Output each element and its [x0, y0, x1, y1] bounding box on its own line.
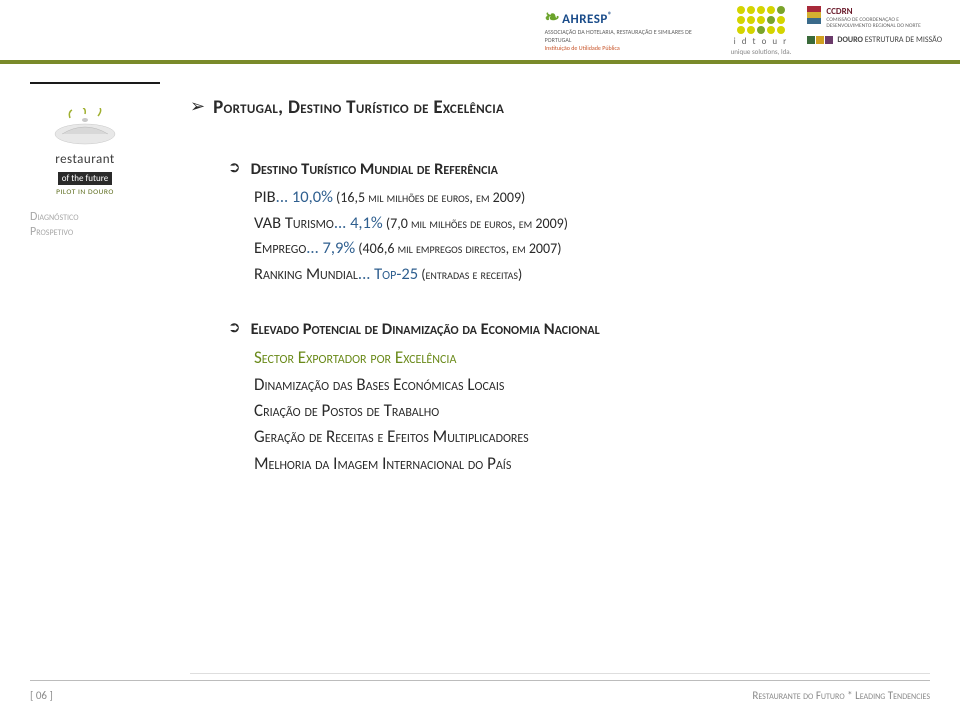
side-label-line1: Diagnóstico	[30, 210, 140, 225]
bullet-1-title: Destino Turístico Mundial de Referência	[251, 159, 498, 179]
sector-line: Geração de Receitas e Efeitos Multiplica…	[254, 424, 920, 450]
footer: [ 06 ] Restaurante do Futuro * Leading T…	[30, 680, 930, 702]
sector-line: Sector Exportador por Excelência	[254, 345, 920, 371]
ccdrn-sub: COMISSÃO DE COORDENAÇÃO EDESENVOLVIMENTO…	[826, 17, 920, 29]
side-logo-restaurant: restaurant of the future PILOT IN DOURO	[30, 108, 140, 197]
idtour-label: i d t o u r	[734, 36, 789, 47]
plate-icon	[50, 108, 120, 148]
ccdrn-flag-icon	[807, 6, 821, 24]
logo-douro: DOURO ESTRUTURA DE MISSÃO	[807, 35, 942, 45]
footer-rule	[30, 680, 930, 681]
ahresp-name: AHRESP	[562, 12, 608, 27]
main-content: ➢ Portugal, Destino Turístico de Excelên…	[190, 96, 920, 509]
bullet-block-2: ➲ Elevado Potencial de Dinamização da Ec…	[228, 319, 920, 477]
douro-label: DOURO ESTRUTURA DE MISSÃO	[837, 35, 942, 45]
page-number: [ 06 ]	[30, 689, 53, 702]
ccdrn-name: CCDRN	[826, 6, 920, 17]
stat-line: PIB... 10,0% (16,5 mil milhões de euros,…	[254, 185, 920, 211]
stat-line: Ranking Mundial... Top-25 (entradas e re…	[254, 262, 920, 288]
header-logo-row: ❧AHRESP® ASSOCIAÇÃO DA HOTELARIA, RESTAU…	[545, 6, 942, 56]
stat-line: VAB Turismo... 4,1% (7,0 mil milhões de …	[254, 211, 920, 237]
logo-ccdrn-douro: CCDRN COMISSÃO DE COORDENAÇÃO EDESENVOLV…	[807, 6, 942, 45]
bullet-block-1: ➲ Destino Turístico Mundial de Referênci…	[228, 159, 920, 287]
olive-divider	[0, 60, 960, 64]
side-logo-sub: of the future	[58, 172, 113, 185]
bullet-2-title: Elevado Potencial de Dinamização da Econ…	[251, 319, 600, 339]
chevron-icon: ➢	[190, 97, 205, 115]
sector-line: Dinamização das Bases Económicas Locais	[254, 372, 920, 398]
ahresp-sub1: ASSOCIAÇÃO DA HOTELARIA, RESTAURAÇÃO E S…	[545, 28, 715, 44]
side-label-line2: Prospetivo	[30, 225, 140, 240]
page-title: Portugal, Destino Turístico de Excelênci…	[213, 96, 504, 119]
left-black-rule	[30, 82, 160, 84]
footer-rule-upper	[190, 673, 930, 674]
bullet-arrow-icon: ➲	[228, 159, 241, 177]
side-logo-title: restaurant	[30, 152, 140, 167]
side-logo-pilot: PILOT IN DOURO	[30, 188, 140, 197]
bullet-arrow-icon: ➲	[228, 319, 241, 337]
leaf-icon: ❧	[545, 6, 561, 28]
side-section-label: Diagnóstico Prospetivo	[30, 210, 140, 240]
stat-line: Emprego... 7,9% (406,6 mil empregos dire…	[254, 236, 920, 262]
sector-line: Melhoria da Imagem Internacional do País	[254, 451, 920, 477]
logo-idtour: i d t o u r unique solutions, lda.	[731, 6, 792, 56]
sector-line: Criação de Postos de Trabalho	[254, 398, 920, 424]
idtour-dots	[737, 6, 785, 34]
logo-ahresp: ❧AHRESP® ASSOCIAÇÃO DA HOTELARIA, RESTAU…	[545, 6, 715, 52]
ahresp-sub2: Instituição de Utilidade Pública	[545, 44, 620, 52]
footer-title: Restaurante do Futuro * Leading Tendenci…	[752, 689, 930, 702]
header-bar: ❧AHRESP® ASSOCIAÇÃO DA HOTELARIA, RESTAU…	[0, 0, 960, 60]
page-title-row: ➢ Portugal, Destino Turístico de Excelên…	[190, 96, 920, 119]
idtour-sub: unique solutions, lda.	[731, 47, 792, 56]
douro-squares-icon	[807, 36, 833, 44]
